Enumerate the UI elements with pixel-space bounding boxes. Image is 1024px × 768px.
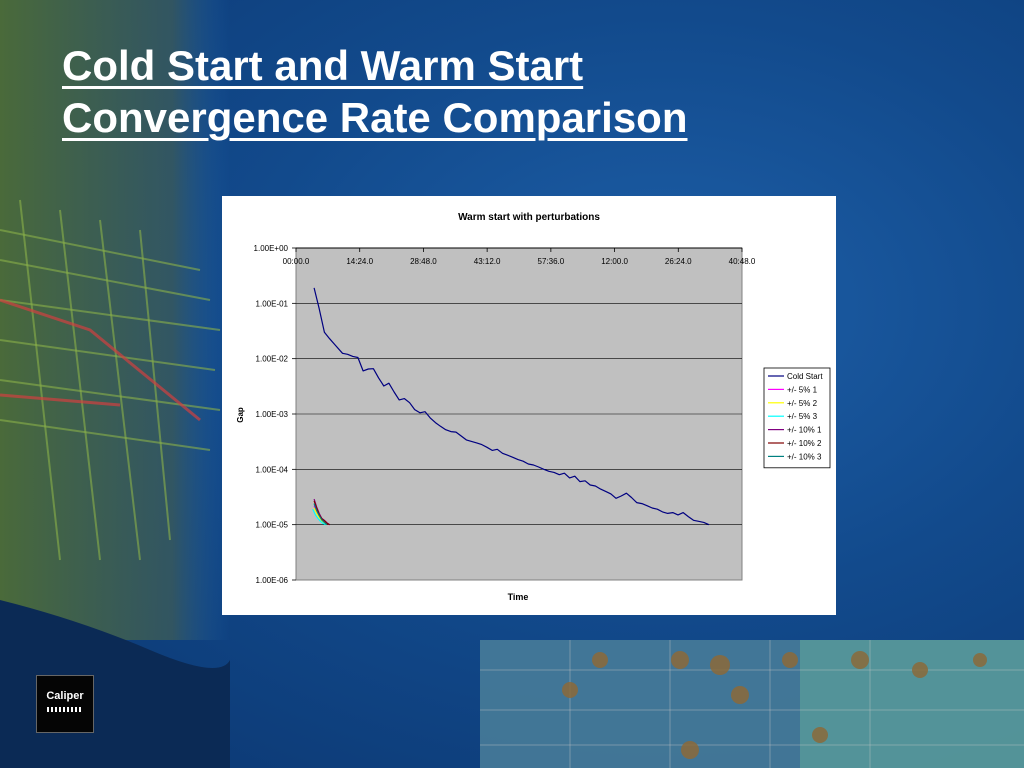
series-line-3 [312, 508, 326, 526]
x-tick-label: 40:48.0 [729, 257, 756, 266]
legend-label: +/- 5% 2 [787, 399, 818, 408]
x-tick-label: 57:36.0 [538, 257, 565, 266]
legend-label: +/- 10% 2 [787, 439, 822, 448]
x-tick-label: 43:12.0 [474, 257, 501, 266]
x-tick-label: 00:00.0 [283, 257, 310, 266]
caliper-logo: Caliper [36, 675, 94, 733]
slide-title-line-1: Cold Start and Warm Start [62, 42, 584, 89]
x-tick-label: 28:48.0 [410, 257, 437, 266]
x-axis-label: Time [508, 592, 529, 602]
y-tick-label: 1.00E-04 [256, 465, 289, 474]
series-line-5 [313, 500, 330, 526]
slide-title-line-2: Convergence Rate Comparison [62, 94, 688, 141]
y-tick-label: 1.00E-05 [256, 521, 289, 530]
y-axis-label: Gap [236, 407, 245, 423]
logo-text: Caliper [46, 690, 84, 702]
y-tick-label: 1.00E+00 [254, 244, 289, 253]
x-tick-label: 14:24.0 [346, 257, 373, 266]
chart-panel: Warm start with perturbations Gap Time 1… [222, 196, 836, 615]
y-tick-label: 1.00E-02 [256, 355, 289, 364]
legend-label: +/- 5% 1 [787, 385, 818, 394]
aerial-map-background [0, 0, 230, 768]
series-line-6 [313, 503, 328, 526]
legend-box [763, 367, 831, 469]
y-tick-label: 1.00E-06 [256, 576, 289, 585]
slide-title: Cold Start and Warm Start Convergence Ra… [62, 40, 782, 144]
chart-title: Warm start with perturbations [458, 212, 600, 223]
y-tick-label: 1.00E-03 [256, 410, 289, 419]
series-line-0 [313, 287, 710, 526]
line-chart: Warm start with perturbations Gap Time 1… [236, 212, 831, 602]
x-tick-label: 12:00.0 [601, 257, 628, 266]
x-tick-label: 26:24.0 [665, 257, 692, 266]
y-tick-label: 1.00E-01 [256, 299, 289, 308]
legend-label: +/- 10% 3 [787, 452, 822, 461]
logo-ruler-mark [47, 707, 83, 712]
legend-label: Cold Start [787, 372, 823, 381]
legend-label: +/- 10% 1 [787, 426, 822, 435]
thematic-map-background [480, 640, 1024, 768]
legend-label: +/- 5% 3 [787, 412, 818, 421]
